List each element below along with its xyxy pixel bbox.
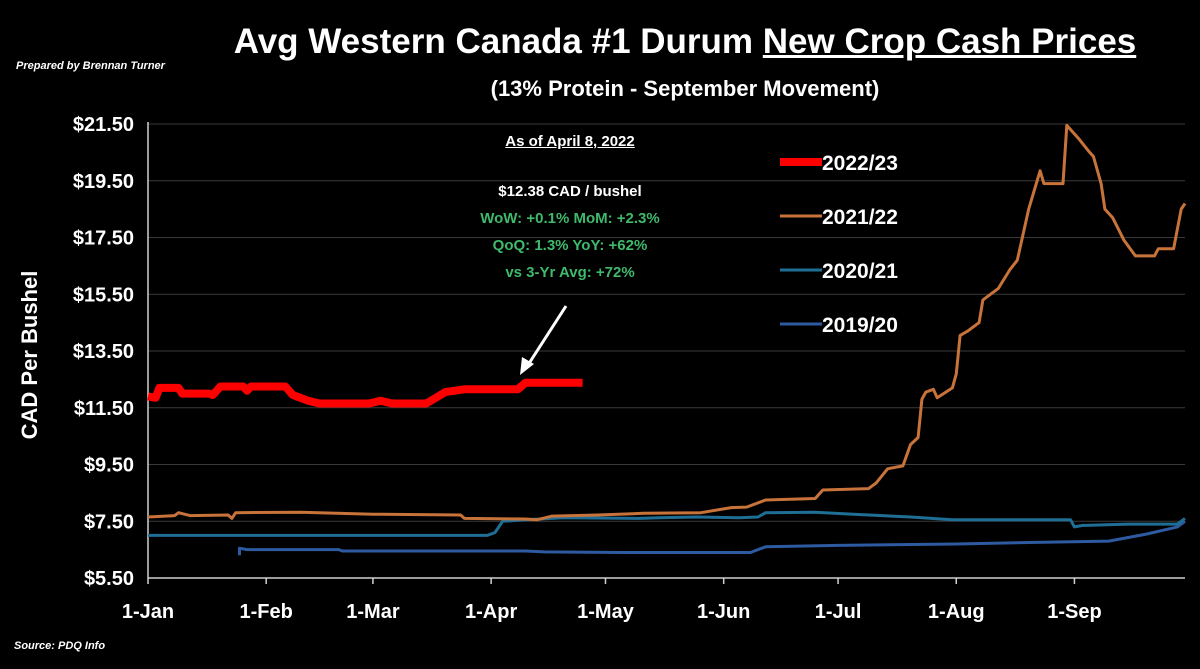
legend-label: 2020/21 (822, 260, 898, 283)
series-line-2019-20 (238, 520, 1186, 556)
y-tick-label: $17.50 (73, 228, 134, 250)
y-tick-label: $11.50 (74, 398, 134, 420)
y-tick-label: $7.50 (84, 511, 134, 533)
legend: 2022/23 2021/22 2020/21 2019/20 (780, 152, 898, 337)
y-tick-label: $9.50 (84, 455, 134, 477)
prepared-by-note: Prepared by Brennan Turner (16, 60, 165, 72)
x-tick-label: 1-May (577, 601, 635, 623)
chart-title-plain: Avg Western Canada #1 Durum (233, 22, 763, 61)
legend-label: 2022/23 (822, 152, 898, 175)
axes: $5.50 $7.50 $9.50 $11.50 $13.50 $15.50 $17.50 $… (73, 114, 1185, 623)
x-tick-label: 1-Mar (346, 601, 400, 623)
x-tick-label: 1-Feb (240, 601, 293, 623)
annotation-wow-mom: WoW: +0.1% MoM: +2.3% (480, 210, 660, 227)
chart-subtitle: (13% Protein - September Movement) (490, 76, 880, 101)
annotation-qoq-yoy: QoQ: 1.3% YoY: +62% (492, 237, 648, 254)
chart-title-underlined: New Crop Cash Prices (762, 22, 1137, 61)
legend-label: 2019/20 (822, 314, 898, 337)
x-tick-label: 1-Apr (465, 601, 517, 623)
annotation-arrow (526, 305, 568, 366)
x-tick-label: 1-Jan (122, 601, 174, 623)
y-tick-label: $21.50 (73, 114, 134, 136)
y-tick-label: $5.50 (84, 568, 134, 590)
series-line-2022-23 (147, 378, 583, 408)
y-tick-label: $19.50 (73, 171, 134, 193)
annotation-as-of: As of April 8, 2022 (505, 133, 635, 150)
legend-label: 2021/22 (822, 206, 898, 229)
x-tick-label: 1-Jun (697, 601, 750, 623)
x-tick-label: 1-Jul (815, 601, 862, 623)
chart-title: Avg Western Canada #1 Durum New Crop Cas… (180, 22, 1190, 62)
x-tick-label: 1-Sep (1047, 601, 1101, 623)
series-line-2021-22 (147, 123, 1187, 522)
y-tick-label: $13.50 (73, 341, 134, 363)
annotation-arrowhead (520, 357, 534, 375)
source-note: Source: PDQ Info (14, 640, 106, 652)
series-line-2020-21 (148, 510, 1186, 537)
y-tick-label: $15.50 (73, 284, 134, 306)
annotation-price: $12.38 CAD / bushel (498, 183, 642, 200)
annotation-vs-3yr-avg: vs 3-Yr Avg: +72% (505, 264, 635, 281)
gridlines (148, 123, 1185, 522)
series-lines (147, 123, 1187, 556)
x-tick-label: 1-Aug (928, 601, 985, 623)
